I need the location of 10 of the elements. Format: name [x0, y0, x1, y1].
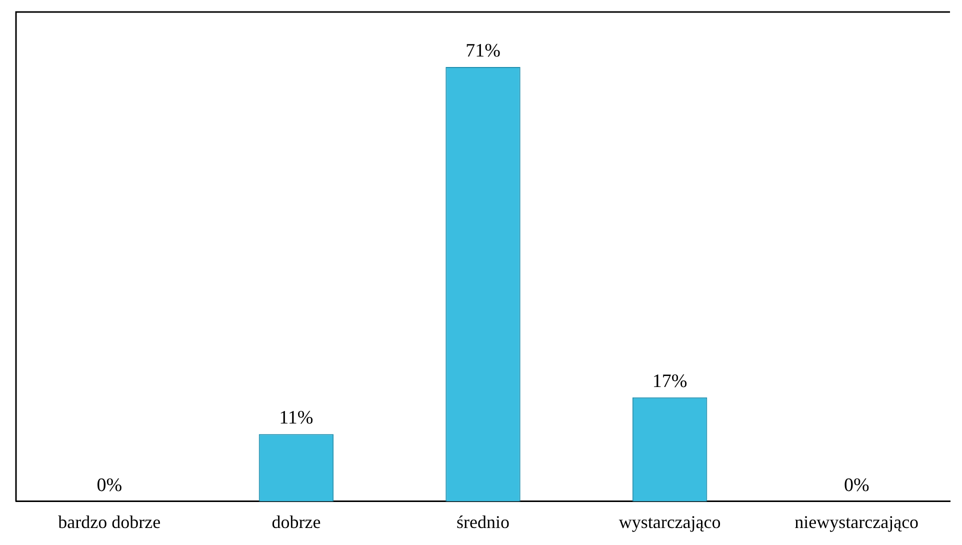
data-label: 0% [96, 474, 122, 496]
x-tick-label: dobrze [272, 512, 321, 532]
data-label: 0% [844, 474, 870, 496]
x-tick-label: wystarczająco [618, 512, 721, 532]
data-label: 71% [466, 40, 501, 62]
data-label: 17% [652, 370, 688, 392]
x-tick-label: niewystarczająco [794, 512, 919, 532]
data-label: 11% [279, 408, 314, 429]
x-tick-label: bardzo dobrze [58, 512, 161, 532]
x-tick-label: średnio [456, 512, 510, 532]
